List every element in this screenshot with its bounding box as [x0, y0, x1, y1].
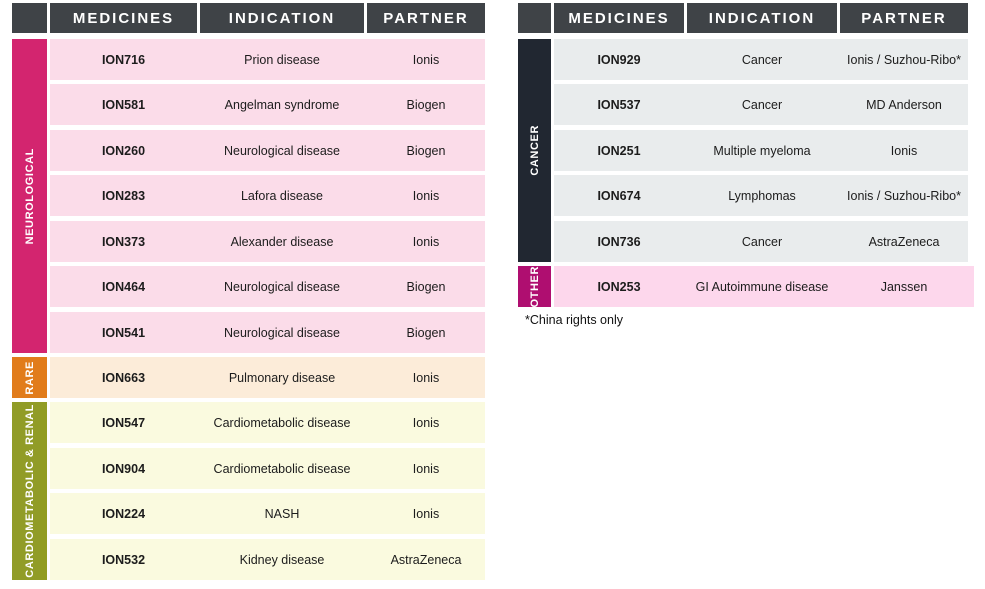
partner-cell: Ionis	[412, 461, 440, 476]
indication-cell: Neurological disease	[223, 325, 341, 340]
partner-cell: Biogen	[406, 325, 446, 340]
medicine-cell: ION253	[597, 279, 641, 294]
partner-cell: Ionis	[412, 188, 440, 203]
category-label-cancer: CANCER	[528, 125, 541, 176]
partner-cell: Ionis / Suzhou-Ribo*	[847, 52, 961, 67]
category-other: OTHER	[518, 266, 551, 307]
table-row: ION253 GI Autoimmune disease Janssen	[554, 266, 974, 307]
partner-cell: Biogen	[406, 97, 446, 112]
left-header-corner	[12, 3, 47, 33]
partner-cell: AstraZeneca	[390, 552, 462, 567]
left-header-partner: PARTNER	[367, 3, 485, 33]
table-row: ION929 Cancer Ionis / Suzhou-Ribo*	[554, 39, 968, 80]
table-row: ION260 Neurological disease Biogen	[50, 130, 485, 171]
table-row: ION224 NASH Ionis	[50, 493, 485, 534]
table-row: ION581 Angelman syndrome Biogen	[50, 84, 485, 125]
table-row: ION283 Lafora disease Ionis	[50, 175, 485, 216]
medicine-cell: ION260	[101, 143, 146, 158]
left-header-indication: INDICATION	[200, 3, 364, 33]
partner-cell: Ionis	[412, 370, 440, 385]
category-cardiometabolic-renal: CARDIOMETABOLIC & RENAL	[12, 402, 47, 580]
table-row: ION547 Cardiometabolic disease Ionis	[50, 402, 485, 443]
medicine-cell: ION663	[101, 370, 146, 385]
medicine-cell: ION532	[101, 552, 146, 567]
indication-cell: GI Autoimmune disease	[695, 279, 829, 294]
partner-cell: Biogen	[406, 279, 446, 294]
partner-cell: Ionis	[890, 143, 918, 158]
indication-cell: Lymphomas	[728, 188, 796, 203]
right-header-partner: PARTNER	[840, 3, 968, 33]
medicine-cell: ION716	[101, 52, 146, 67]
medicine-cell: ION464	[101, 279, 146, 294]
partner-cell: Ionis	[412, 506, 440, 521]
category-label-other: OTHER	[528, 265, 541, 308]
indication-cell: Kidney disease	[239, 552, 325, 567]
medicine-cell: ION537	[597, 97, 641, 112]
partner-cell: Ionis / Suzhou-Ribo*	[847, 188, 961, 203]
table-row: ION464 Neurological disease Biogen	[50, 266, 485, 307]
partner-cell: Ionis	[412, 52, 440, 67]
table-row: ION674 Lymphomas Ionis / Suzhou-Ribo*	[554, 175, 968, 216]
right-header-corner	[518, 3, 551, 33]
partner-cell: Ionis	[412, 415, 440, 430]
table-row: ION716 Prion disease Ionis	[50, 39, 485, 80]
table-row: ION736 Cancer AstraZeneca	[554, 221, 968, 262]
table-row: ION541 Neurological disease Biogen	[50, 312, 485, 353]
medicine-cell: ION547	[101, 415, 146, 430]
indication-cell: Cardiometabolic disease	[213, 415, 351, 430]
indication-cell: Cancer	[741, 52, 783, 67]
category-cancer: CANCER	[518, 39, 551, 262]
indication-cell: Alexander disease	[230, 234, 334, 249]
indication-cell: NASH	[264, 506, 300, 521]
indication-cell: Angelman syndrome	[224, 97, 340, 112]
category-label-neurological: NEUROLOGICAL	[23, 147, 36, 245]
indication-cell: Cancer	[741, 234, 783, 249]
indication-cell: Neurological disease	[223, 143, 341, 158]
footnote: *China rights only	[525, 313, 623, 327]
right-header-medicines: MEDICINES	[554, 3, 684, 33]
indication-cell: Pulmonary disease	[228, 370, 336, 385]
indication-cell: Lafora disease	[240, 188, 323, 203]
medicine-cell: ION929	[597, 52, 641, 67]
medicine-cell: ION283	[101, 188, 146, 203]
partner-cell: AstraZeneca	[868, 234, 940, 249]
indication-cell: Cardiometabolic disease	[213, 461, 351, 476]
partner-cell: Janssen	[880, 279, 928, 294]
partner-cell: Ionis	[412, 234, 440, 249]
medicine-cell: ION541	[101, 325, 146, 340]
indication-cell: Cancer	[741, 97, 783, 112]
category-rare: RARE	[12, 357, 47, 398]
partner-cell: Biogen	[406, 143, 446, 158]
left-header-medicines: MEDICINES	[50, 3, 197, 33]
table-row: ION904 Cardiometabolic disease Ionis	[50, 448, 485, 489]
medicine-cell: ION581	[101, 97, 146, 112]
category-neurological: NEUROLOGICAL	[12, 39, 47, 353]
medicine-cell: ION224	[101, 506, 146, 521]
category-label-rare: RARE	[23, 360, 36, 395]
medicine-cell: ION736	[597, 234, 641, 249]
indication-cell: Multiple myeloma	[713, 143, 811, 158]
indication-cell: Prion disease	[244, 52, 320, 67]
table-row: ION373 Alexander disease Ionis	[50, 221, 485, 262]
medicine-cell: ION904	[101, 461, 146, 476]
medicine-cell: ION674	[597, 188, 641, 203]
medicine-cell: ION251	[597, 143, 641, 158]
table-row: ION251 Multiple myeloma Ionis	[554, 130, 968, 171]
right-header-indication: INDICATION	[687, 3, 837, 33]
partner-cell: MD Anderson	[866, 97, 942, 112]
medicine-cell: ION373	[101, 234, 146, 249]
table-row: ION532 Kidney disease AstraZeneca	[50, 539, 485, 580]
category-label-cardiometabolic-renal: CARDIOMETABOLIC & RENAL	[23, 404, 36, 578]
table-row: ION537 Cancer MD Anderson	[554, 84, 968, 125]
table-row: ION663 Pulmonary disease Ionis	[50, 357, 485, 398]
indication-cell: Neurological disease	[223, 279, 341, 294]
